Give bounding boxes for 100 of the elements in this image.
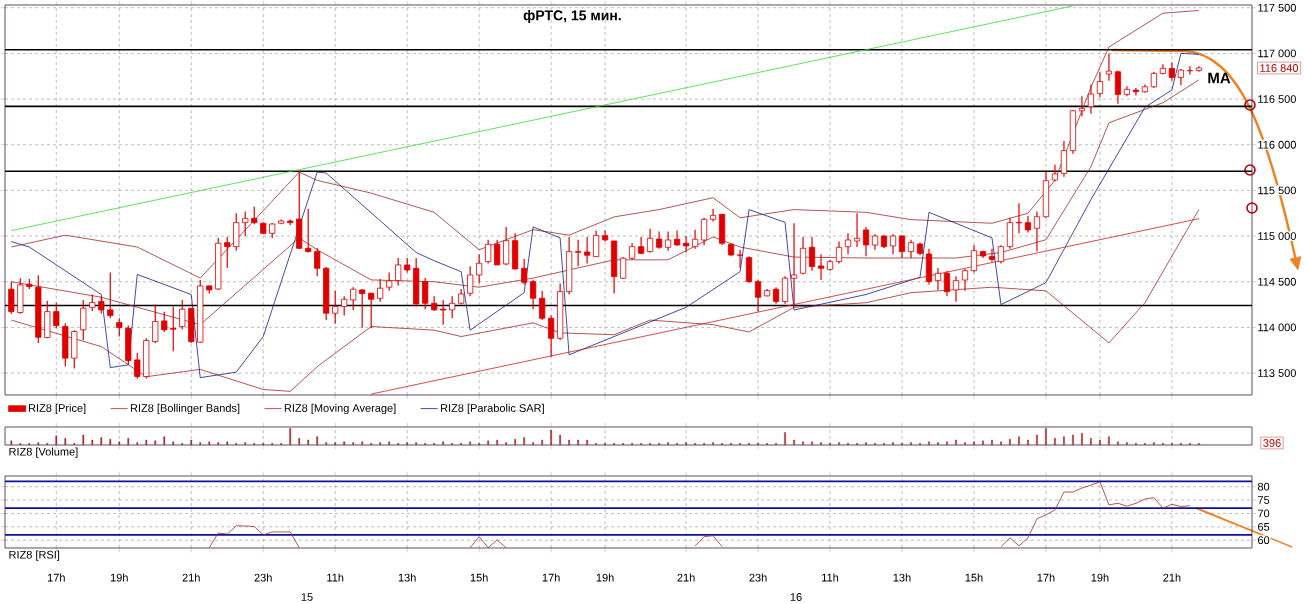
y-tick-label: 115 500: [1258, 186, 1296, 195]
candlestick: [934, 267, 942, 291]
candlestick: [539, 290, 546, 321]
text: 15: [301, 593, 313, 601]
candlestick: [943, 270, 951, 297]
candlestick: [817, 253, 825, 281]
candlestick: [8, 281, 15, 315]
x-tick-label: 11h: [327, 573, 344, 582]
candlestick: [494, 239, 501, 266]
candlestick: [521, 258, 528, 286]
candlestick: [368, 292, 375, 329]
y-tick-label: 60: [1258, 536, 1270, 545]
candlestick: [116, 317, 123, 338]
candlestick: [224, 236, 231, 269]
y-tick-label: 117 000: [1258, 49, 1296, 58]
x-tick-label: 19h: [110, 573, 128, 582]
x-tick-label: 17h: [1037, 573, 1055, 582]
line-series: [10, 10, 1200, 279]
candlestick: [530, 279, 537, 310]
candlestick: [1105, 52, 1113, 82]
candlestick: [988, 248, 996, 263]
x-tick-label: 17h: [47, 573, 65, 582]
candlestick: [781, 275, 789, 305]
legend-label: RIZ8 [Bollinger Bands]: [130, 403, 240, 415]
candlestick: [844, 232, 852, 255]
line-series: [10, 209, 1200, 392]
candlestick: [907, 239, 915, 259]
candlestick: [341, 295, 348, 317]
candlestick: [709, 208, 717, 223]
candlestick: [664, 230, 672, 252]
legend-label: RIZ8 [Price]: [28, 403, 86, 415]
candlestick: [835, 240, 843, 265]
candlestick: [1087, 83, 1095, 115]
candlestick: [593, 229, 600, 258]
y-tick-label: 75: [1258, 496, 1270, 504]
text: RIZ8 [RSI]: [9, 550, 60, 561]
candlestick: [898, 234, 906, 259]
candlestick: [853, 212, 861, 248]
candlestick: [646, 228, 654, 254]
x-tick-label: 17h: [542, 573, 560, 582]
candlestick: [422, 277, 429, 310]
text: 116 840: [1260, 64, 1299, 72]
candlestick: [584, 236, 591, 265]
candlestick: [305, 208, 312, 254]
y-tick-label: 114 000: [1258, 323, 1296, 332]
candlestick: [754, 279, 762, 313]
y-tick-label: 117 500: [1258, 3, 1296, 12]
candlestick: [359, 288, 366, 329]
y-tick-label: 115 000: [1258, 232, 1296, 240]
candlestick: [1168, 61, 1176, 82]
x-tick-label: 15h: [965, 573, 983, 582]
text: 16: [790, 593, 802, 601]
candlestick: [575, 239, 582, 267]
candlestick: [476, 253, 483, 285]
x-tick-label: 23h: [749, 573, 767, 582]
candlestick: [503, 226, 510, 266]
x-tick-label: 19h: [1091, 573, 1109, 582]
line-series: [10, 53, 1200, 379]
y-tick-label: 80: [1257, 482, 1270, 491]
candlestick: [1078, 95, 1086, 118]
x-tick-label: 21h: [182, 573, 200, 582]
chart-title: фРТС, 15 мин.: [523, 10, 621, 24]
candlestick: [862, 226, 870, 257]
x-tick-label: 23h: [254, 573, 272, 582]
candlestick: [790, 222, 798, 307]
candlestick: [1186, 65, 1194, 76]
y-tick-label: 65: [1258, 522, 1270, 531]
candlestick: [386, 272, 393, 292]
candlestick: [53, 302, 60, 329]
candlestick: [548, 314, 555, 358]
y-tick-label: 113 500: [1258, 369, 1296, 377]
candlestick: [134, 352, 141, 380]
candlestick: [314, 247, 321, 277]
candlestick: [449, 295, 456, 319]
candlestick: [485, 239, 492, 265]
x-tick-label: 13h: [398, 573, 416, 582]
candlestick: [997, 244, 1005, 265]
line-series: [10, 79, 1200, 326]
candlestick: [682, 235, 690, 254]
text: RIZ8 [Volume]: [9, 447, 78, 458]
candlestick: [107, 272, 114, 319]
legend-label: RIZ8 [Moving Average]: [284, 403, 396, 415]
legend-label: RIZ8 [Parabolic SAR]: [441, 403, 544, 415]
candlestick: [970, 244, 978, 274]
candlestick: [1033, 210, 1041, 253]
candlestick: [808, 236, 816, 272]
y-tick-label: 116 000: [1258, 140, 1296, 149]
candlestick: [377, 278, 384, 303]
y-tick-label: 116 500: [1258, 95, 1296, 103]
x-tick-label: 19h: [596, 573, 614, 582]
candlestick: [242, 210, 249, 237]
candlestick: [80, 299, 87, 341]
x-tick-label: 13h: [893, 573, 911, 582]
candlestick: [467, 265, 474, 297]
candlestick: [736, 249, 744, 269]
x-tick-label: 21h: [1163, 573, 1181, 582]
candlestick: [440, 299, 447, 326]
candlestick: [1096, 71, 1104, 98]
candlestick: [170, 305, 177, 352]
x-tick-label: 11h: [822, 573, 839, 582]
